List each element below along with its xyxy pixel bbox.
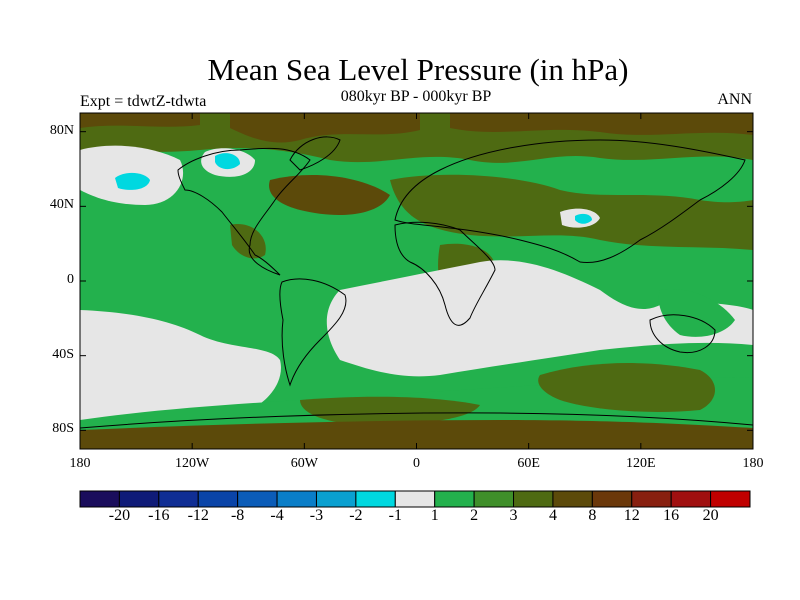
africa-outline <box>394 221 496 326</box>
x-tick-label: 60E <box>517 456 540 471</box>
colorbar-label: -3 <box>309 507 324 524</box>
field-satl-indian-light <box>326 260 753 377</box>
colorbar-label: 1 <box>430 507 439 524</box>
x-tick-label: 60W <box>290 456 318 471</box>
x-tick-label: 120W <box>175 456 210 471</box>
colorbar-label: -16 <box>148 507 170 524</box>
colorbar-label: -12 <box>187 507 209 524</box>
colorbar-label: 3 <box>509 507 518 524</box>
australia-outline <box>649 314 716 354</box>
y-tick-label: 0 <box>67 272 74 287</box>
colorbar-label: 2 <box>470 507 479 524</box>
field-antarctica-8hpa <box>80 420 753 449</box>
greenland-outline <box>289 136 341 171</box>
y-tick-label: 80S <box>52 421 74 437</box>
y-tick-label: 40S <box>52 346 74 362</box>
north-america-outline <box>177 147 311 276</box>
colorbar-label: 8 <box>588 507 597 524</box>
field-s-atl-3hpa <box>300 396 480 425</box>
eurasia-outline <box>394 139 746 264</box>
experiment-label: Expt = tdwtZ-tdwta <box>80 93 207 110</box>
y-tick-label: 40N <box>49 197 74 213</box>
x-tick-label: 120E <box>626 456 656 471</box>
colorbar-label: 20 <box>702 507 719 524</box>
x-tick-label: 0 <box>413 456 420 471</box>
colorbar-label: 4 <box>548 507 557 524</box>
field-north-8hpa <box>230 113 420 143</box>
y-tick-label: 80N <box>49 122 74 138</box>
axis-ticks <box>79 113 754 449</box>
season-label: ANN <box>717 91 752 108</box>
coastlines <box>80 136 753 429</box>
colorbar-label: -1 <box>388 507 402 524</box>
antarctica-outline <box>80 412 753 429</box>
field-tibet-cyan <box>575 213 592 224</box>
field-north-8hpa-west <box>80 113 200 128</box>
map-subtitle: 080kyr BP - 000kyr BP <box>340 88 492 105</box>
colorbar-label: -20 <box>108 507 131 524</box>
field-natl-8hpa <box>269 175 390 215</box>
colorbar-label: -8 <box>230 507 245 524</box>
map-title: Mean Sea Level Pressure (in hPa) <box>207 52 629 87</box>
field-australia-green <box>658 289 735 337</box>
pressure-field <box>80 113 753 449</box>
colorbar-label: 12 <box>623 507 640 524</box>
south-america-outline <box>279 278 347 387</box>
colorbar-label: -4 <box>270 507 284 524</box>
x-tick-label: 180 <box>742 456 764 471</box>
field-hudson-cyan <box>215 153 240 170</box>
colorbar-label: -2 <box>349 507 363 524</box>
colorbar-label: 16 <box>663 507 680 524</box>
field-npac-cyan <box>115 172 150 190</box>
x-tick-label: 180 <box>69 456 91 471</box>
field-north-8hpa-east <box>450 113 753 135</box>
field-s-indian-3hpa <box>538 363 715 412</box>
field-spac-light <box>80 310 281 420</box>
